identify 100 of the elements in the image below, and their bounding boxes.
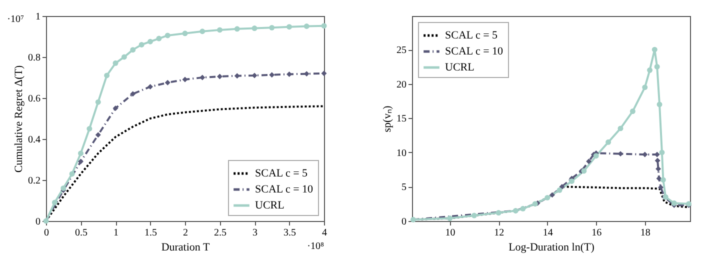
point — [217, 27, 222, 33]
point — [269, 72, 275, 78]
x-tick-label: 10 — [445, 228, 456, 238]
point — [321, 23, 327, 29]
point — [593, 153, 599, 159]
point — [130, 91, 136, 97]
legend-label: SCAL c = 10 — [255, 184, 314, 196]
x-tick-label: 14 — [542, 228, 553, 238]
y-axis-title: sp(vₙ) — [382, 105, 394, 132]
point — [69, 171, 75, 177]
y-tick-label: 10 — [396, 148, 406, 159]
y-tick-label: 0.2 — [28, 176, 40, 186]
point — [544, 194, 550, 200]
point — [581, 168, 587, 174]
point — [654, 64, 660, 70]
point — [532, 201, 538, 207]
point — [496, 210, 502, 216]
point — [95, 132, 101, 138]
x-tick-label: 16 — [592, 228, 602, 238]
point — [52, 200, 58, 206]
y-tick-label: 0 — [402, 216, 406, 228]
point — [671, 200, 677, 206]
point — [654, 158, 660, 164]
point — [148, 38, 153, 44]
legend-label: SCAL c = 10 — [445, 46, 504, 58]
point — [121, 54, 127, 60]
point — [286, 71, 292, 77]
y-tick-label: 0 — [36, 216, 40, 228]
y-tick-label: 0.4 — [28, 134, 40, 146]
y-tick-label: 1 — [36, 12, 40, 22]
point — [656, 166, 662, 172]
x-tick-label: 1 — [114, 228, 118, 238]
point — [630, 108, 636, 114]
y-axis-title: Cumulative Regret Δ(T) — [13, 65, 25, 173]
point — [447, 216, 453, 221]
point — [78, 150, 84, 156]
point — [656, 176, 662, 182]
point — [164, 80, 170, 86]
text: ·10⁸ — [307, 241, 324, 252]
point — [321, 70, 327, 76]
x-tick-label: 18 — [640, 228, 650, 238]
x-tick-label: 3 — [252, 228, 258, 238]
point — [138, 42, 144, 48]
point — [586, 158, 592, 164]
point — [642, 84, 648, 90]
x-tick-label: 0.5 — [75, 228, 88, 238]
point — [95, 99, 101, 105]
x-tick-label: 2.5 — [214, 228, 226, 238]
y-tick-label: 20 — [396, 79, 406, 90]
point — [164, 32, 170, 38]
y-tick-label: 0.6 — [28, 94, 40, 104]
legend-label: SCAL c = 5 — [445, 30, 498, 42]
point — [660, 177, 666, 183]
point — [659, 150, 665, 156]
x-axis-title: Duration T — [161, 242, 210, 254]
point — [252, 26, 258, 32]
point — [520, 206, 526, 212]
point — [658, 184, 664, 190]
point — [471, 212, 477, 218]
point — [156, 36, 162, 42]
point — [606, 139, 612, 145]
point — [217, 74, 222, 80]
point — [86, 126, 92, 132]
y-tick-label: 0.8 — [28, 52, 40, 64]
point — [234, 26, 240, 32]
point — [60, 185, 66, 191]
point — [652, 46, 658, 52]
legend-label: UCRL — [255, 200, 285, 212]
x-tick-label: 12 — [494, 228, 504, 238]
x-tick-label: 0 — [44, 228, 49, 238]
point — [112, 60, 118, 66]
point — [200, 74, 206, 80]
point — [182, 30, 188, 36]
y-tick-label: 15 — [396, 114, 406, 125]
legend-label: SCAL c = 5 — [255, 168, 308, 180]
point — [252, 72, 258, 78]
y-tick-label: 5 — [402, 182, 406, 194]
text: ·10⁷ — [7, 14, 24, 25]
point — [130, 47, 136, 53]
point — [182, 76, 188, 82]
x-axis-title: Log-Duration ln(T) — [508, 242, 595, 254]
point — [104, 72, 110, 78]
point — [647, 67, 652, 73]
point — [618, 126, 624, 132]
point — [148, 84, 153, 90]
point — [200, 28, 206, 34]
y-tick-label: 25 — [396, 45, 406, 56]
x-tick-label: 1.5 — [144, 228, 157, 238]
x-tick-label: 3.5 — [284, 228, 296, 238]
point — [568, 178, 574, 184]
point — [304, 24, 310, 29]
x-tick-label: 4 — [322, 228, 327, 238]
point — [269, 24, 275, 30]
point — [78, 158, 84, 164]
point — [286, 24, 292, 30]
point — [549, 192, 555, 198]
point — [234, 73, 240, 79]
legend-label: UCRL — [445, 62, 475, 74]
point — [556, 187, 562, 193]
x-tick-label: 2 — [183, 228, 188, 238]
